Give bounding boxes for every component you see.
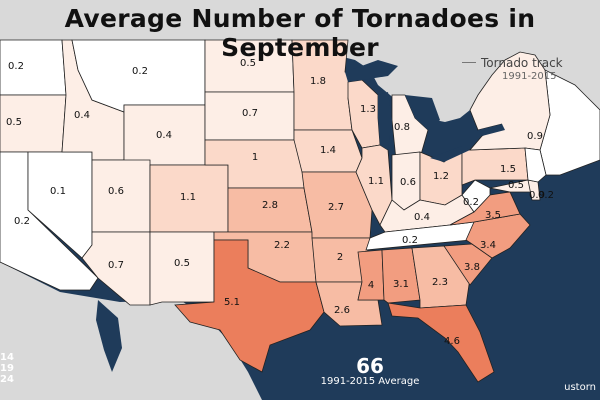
- state-value-wv: 0.2: [463, 197, 479, 208]
- state-mi: [391, 94, 429, 161]
- state-value-mn: 1.8: [310, 76, 326, 87]
- state-value-ks: 2.8: [262, 200, 278, 211]
- state-value-ny: 0.9: [527, 131, 543, 142]
- state-value-ok: 2.2: [274, 240, 290, 251]
- state-value-sd: 0.7: [242, 108, 258, 119]
- great-lakes: [345, 60, 505, 162]
- state-labels: 0.2 0.5 0.2 0.1 0.4 0.2 0.4 0.6 0.7 1.1 0.5 0.5 0.7 1…: [6, 58, 554, 347]
- state-value-co: 1.1: [180, 192, 196, 203]
- state-value-nd: 0.5: [240, 58, 256, 69]
- state-value-ne: 1: [252, 152, 258, 163]
- state-value-mt: 0.2: [132, 66, 148, 77]
- state-al: [381, 247, 421, 304]
- side-values: 14 19 24: [0, 352, 14, 385]
- state-value-ar: 2: [337, 252, 343, 263]
- state-value-al: 3.1: [393, 279, 409, 290]
- lake-michigan: [378, 92, 392, 150]
- state-value-nc: 3.4: [480, 240, 496, 251]
- state-ms: [357, 249, 385, 301]
- side-value: 14: [0, 352, 14, 363]
- state-value-md: 0.5: [508, 180, 524, 191]
- total-caption: 1991-2015 Average: [320, 376, 420, 387]
- state-value-nm: 0.5: [174, 258, 190, 269]
- state-value-pa: 1.5: [500, 164, 516, 175]
- state-value-wa: 0.2: [8, 61, 24, 72]
- state-value-az: 0.7: [108, 260, 124, 271]
- track-legend-label: Tornado track: [481, 56, 563, 70]
- state-value-nj: 0.2: [538, 190, 554, 201]
- state-value-id: 0.4: [74, 110, 90, 121]
- state-value-ut: 0.6: [108, 186, 124, 197]
- state-value-wi: 1.3: [360, 104, 376, 115]
- state-value-ms: 4: [368, 280, 374, 291]
- track-line-icon: [462, 62, 476, 63]
- lake-erie: [430, 146, 470, 162]
- side-value: 19: [0, 363, 14, 374]
- state-value-oh: 1.2: [433, 171, 449, 182]
- state-fl: [387, 302, 495, 383]
- lake-huron: [405, 95, 440, 130]
- state-value-fl: 4.6: [444, 336, 460, 347]
- state-value-de: 0.9: [529, 190, 545, 201]
- state-value-il: 1.1: [368, 176, 384, 187]
- state-value-wy: 0.4: [156, 130, 172, 141]
- state-nj: [524, 147, 547, 183]
- state-value-sc: 3.8: [464, 262, 480, 273]
- state-value-va: 3.5: [485, 210, 501, 221]
- state-value-ga: 2.3: [432, 277, 448, 288]
- credit-text: ustorn: [564, 382, 596, 393]
- state-nm: [149, 231, 215, 306]
- state-value-tn: 0.2: [402, 235, 418, 246]
- canada-land: [0, 0, 600, 122]
- state-value-ia: 1.4: [320, 145, 336, 156]
- tornado-track-legend: Tornado track 1991-2015: [462, 52, 592, 82]
- side-value: 24: [0, 374, 14, 385]
- state-value-tx: 5.1: [224, 297, 240, 308]
- lake-ontario: [478, 124, 505, 136]
- total-value: 66: [356, 354, 384, 378]
- baja-peninsula: [70, 300, 108, 378]
- mexico-land: [0, 262, 262, 400]
- state-value-ca: 0.2: [14, 216, 30, 227]
- state-wv: [461, 179, 491, 213]
- state-value-nv: 0.1: [50, 186, 66, 197]
- state-value-ky: 0.4: [414, 212, 430, 223]
- total-average: 66 1991-2015 Average: [300, 354, 440, 387]
- state-value-in: 0.6: [400, 177, 416, 188]
- state-value-la: 2.6: [334, 305, 350, 316]
- track-legend-years: 1991-2015: [502, 71, 557, 82]
- map-title: Average Number of Tornadoes in September: [64, 4, 536, 62]
- state-value-mi: 0.8: [394, 122, 410, 133]
- lake-superior: [345, 60, 398, 82]
- states-layer: [0, 39, 600, 383]
- state-value-mo: 2.7: [328, 202, 344, 213]
- gulf-california: [96, 300, 122, 372]
- state-tx: [174, 239, 325, 373]
- state-value-or: 0.5: [6, 117, 22, 128]
